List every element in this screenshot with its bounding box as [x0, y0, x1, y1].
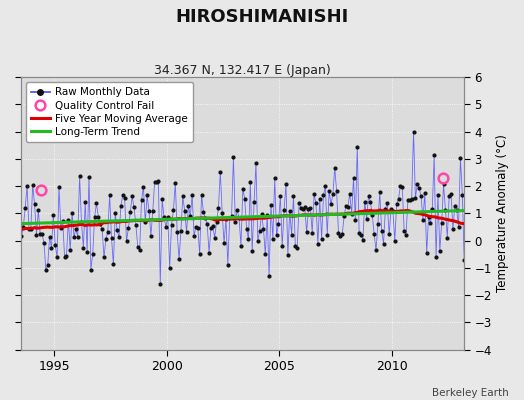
Title: 34.367 N, 132.417 E (Japan): 34.367 N, 132.417 E (Japan) [154, 64, 331, 77]
Text: Berkeley Earth: Berkeley Earth [432, 388, 508, 398]
Text: HIROSHIMANISHI: HIROSHIMANISHI [176, 8, 348, 26]
Y-axis label: Temperature Anomaly (°C): Temperature Anomaly (°C) [496, 134, 509, 292]
Legend: Raw Monthly Data, Quality Control Fail, Five Year Moving Average, Long-Term Tren: Raw Monthly Data, Quality Control Fail, … [26, 82, 193, 142]
